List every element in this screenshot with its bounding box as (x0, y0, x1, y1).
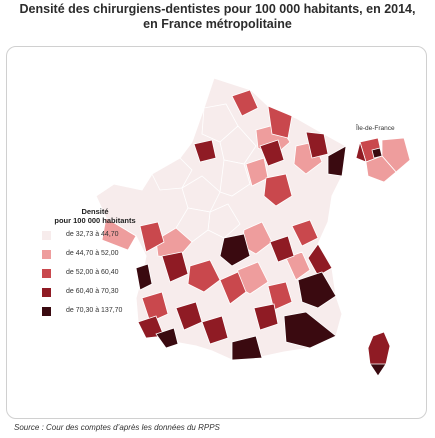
legend-label: de 60,40 à 70,30 (66, 288, 119, 295)
department (253, 303, 279, 331)
department (139, 221, 165, 253)
department (101, 217, 137, 251)
department (181, 175, 221, 213)
department (269, 235, 295, 263)
legend-title-line-1: Densité (81, 207, 109, 216)
legend-item: de 44,70 à 52,00 (40, 246, 150, 263)
ile-de-france-inset (355, 137, 411, 183)
department (291, 219, 319, 247)
legend-item: de 32,73 à 44,70 (40, 227, 150, 244)
department (285, 251, 311, 281)
legend-title: Densité pour 100 000 habitants (40, 207, 150, 225)
legend-swatch (42, 269, 51, 278)
department (327, 145, 347, 177)
legend-label: de 70,30 à 137,70 (66, 307, 123, 314)
legend-swatch (42, 231, 51, 240)
legend: Densité pour 100 000 habitants de 32,73 … (40, 207, 150, 320)
map-title-line-2: en France métropolitaine (143, 17, 292, 31)
legend-label: de 32,73 à 44,70 (66, 231, 119, 238)
department (219, 125, 257, 165)
department (201, 315, 229, 345)
department (231, 335, 263, 361)
department (219, 233, 251, 267)
department (365, 155, 397, 183)
class-4-departments (137, 131, 333, 345)
legend-swatch (42, 288, 51, 297)
department (155, 327, 179, 349)
legend-item: de 52,00 à 60,40 (40, 265, 150, 282)
department (355, 140, 367, 163)
department (267, 105, 293, 139)
department (151, 157, 193, 191)
france-density-map (95, 77, 411, 377)
department (267, 281, 293, 311)
department (283, 311, 337, 349)
department (219, 159, 251, 197)
map-title: Densité des chirurgiens-dentistes pour 1… (0, 2, 435, 32)
legend-title-line-2: pour 100 000 habitants (54, 216, 136, 225)
department (187, 259, 221, 293)
corsica-south (369, 363, 387, 377)
department (155, 227, 193, 259)
legend-item: de 60,40 à 70,30 (40, 284, 150, 301)
department (161, 251, 189, 283)
department (193, 139, 217, 163)
ile-de-france-label: Île-de-France (356, 125, 395, 132)
department (141, 291, 169, 323)
legend-item: de 70,30 à 137,70 (40, 303, 150, 320)
department (135, 263, 153, 291)
department (175, 207, 211, 243)
legend-swatch (42, 250, 51, 259)
department (259, 139, 285, 167)
class-3-departments (139, 89, 319, 323)
map-title-line-1: Densité des chirurgiens-dentistes pour 1… (19, 2, 416, 16)
department (305, 131, 329, 159)
legend-label: de 44,70 à 52,00 (66, 250, 119, 257)
source-note: Source : Cour des comptes d’après les do… (14, 423, 220, 432)
legend-label: de 52,00 à 60,40 (66, 269, 119, 276)
department (263, 173, 293, 207)
department (297, 271, 337, 309)
class-1-departments (151, 103, 257, 243)
legend-swatch (42, 307, 51, 316)
department (219, 271, 247, 305)
department (231, 89, 259, 117)
class-5-departments (135, 145, 347, 361)
